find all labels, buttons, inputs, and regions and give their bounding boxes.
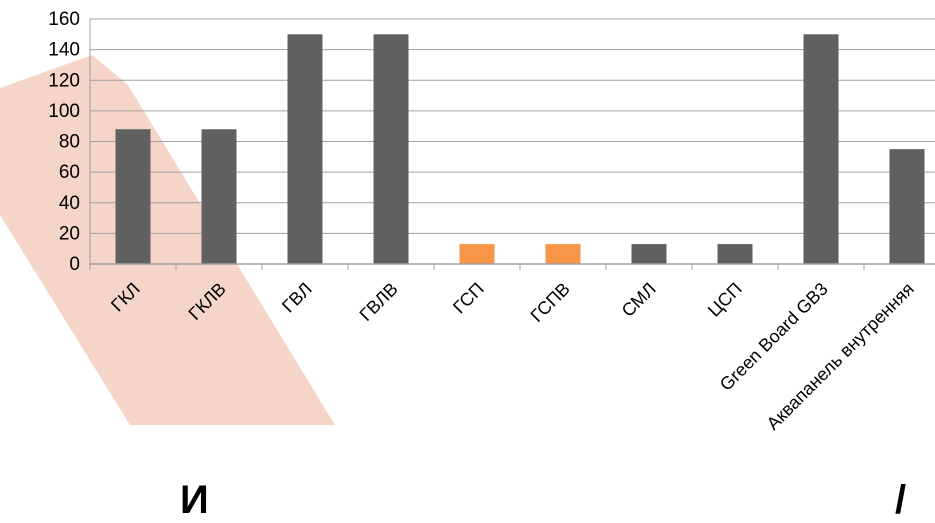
x-tick-label: ГСП — [449, 279, 488, 318]
bar-6 — [545, 244, 581, 264]
bar-3 — [287, 34, 323, 264]
x-tick-label: Аквапанель внутренняя — [763, 279, 918, 434]
y-tick-label: 40 — [59, 193, 80, 214]
y-tick-label: 80 — [59, 132, 80, 153]
bar-1 — [115, 129, 151, 264]
x-tick-label: ГВЛ — [278, 279, 316, 317]
decorative-diagonal-band — [0, 55, 335, 425]
y-tick-labels: 0 20 40 60 80 100 120 140 160 — [48, 9, 80, 275]
x-tick-label: ГСПВ — [527, 279, 574, 326]
bar-2 — [201, 129, 237, 264]
y-tick-label: 140 — [48, 40, 80, 61]
bars — [115, 34, 925, 264]
axes — [89, 19, 935, 270]
y-tick-label: 0 — [69, 254, 80, 275]
bar-7 — [631, 244, 667, 264]
bar-8 — [717, 244, 753, 264]
y-tick-label: 120 — [48, 70, 80, 91]
x-tick-label: ЦСП — [704, 279, 746, 321]
bar-5 — [459, 244, 495, 264]
partial-caption-right: / — [895, 478, 907, 522]
bar-9 — [803, 34, 839, 264]
y-tick-label: 60 — [59, 162, 80, 183]
partial-caption-left: И — [180, 478, 209, 522]
bar-10 — [889, 149, 925, 264]
y-tick-label: 160 — [48, 9, 80, 30]
y-tick-label: 20 — [59, 223, 80, 244]
x-tick-label: СМЛ — [618, 279, 660, 321]
bar-4 — [373, 34, 409, 264]
y-tick-label: 100 — [48, 101, 80, 122]
x-tick-label: ГВЛВ — [356, 279, 402, 325]
